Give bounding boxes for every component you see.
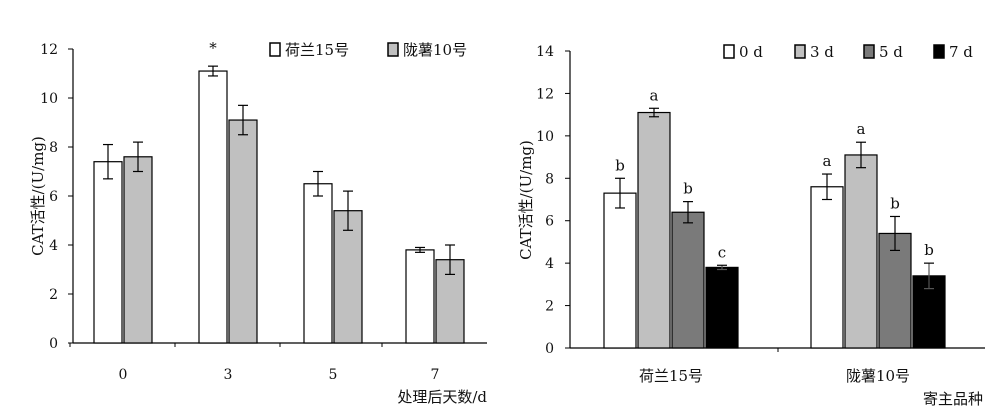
legend-label: 3 d <box>810 43 834 61</box>
x-axis-title: 处理后天数/d <box>397 388 487 406</box>
bar <box>878 232 912 349</box>
y-tick-label: 12 <box>40 42 58 58</box>
x-tick-label: 陇薯10号 <box>846 367 910 385</box>
bar <box>637 111 671 349</box>
bar <box>198 70 228 344</box>
x-tick-label: 3 <box>224 367 233 383</box>
bar <box>671 211 705 349</box>
y-tick-label: 4 <box>545 256 554 272</box>
y-axis-title: CAT活性/(U/mg) <box>517 140 535 260</box>
y-tick-label: 6 <box>49 189 58 205</box>
significance-letter: b <box>683 180 693 198</box>
legend-label: 陇薯10号 <box>403 41 467 59</box>
y-tick-label: 0 <box>545 341 554 357</box>
y-axis-title: CAT活性/(U/mg) <box>29 136 47 256</box>
significance-letter: b <box>890 194 900 212</box>
significance-letter: b <box>924 241 934 259</box>
bar <box>405 249 435 344</box>
bar <box>810 186 844 349</box>
bar <box>228 119 258 344</box>
significance-letter: a <box>857 120 866 138</box>
significance-letter: a <box>823 152 832 170</box>
bar <box>844 154 878 349</box>
legend-swatch <box>269 42 281 57</box>
bar <box>93 161 123 344</box>
x-tick-label: 7 <box>431 367 440 383</box>
legend-label: 荷兰15号 <box>285 41 349 59</box>
y-tick-label: 14 <box>536 44 554 60</box>
x-axis-title: 寄主品种 <box>923 390 983 408</box>
bar <box>603 192 637 349</box>
legend-label: 7 d <box>949 43 973 61</box>
y-tick-label: 8 <box>545 171 554 187</box>
significance-letter: c <box>718 243 726 261</box>
legend-swatch <box>863 44 875 59</box>
legend-swatch <box>933 44 945 59</box>
y-tick-label: 2 <box>49 287 58 303</box>
legend-swatch <box>794 44 806 59</box>
x-tick-label: 0 <box>119 367 128 383</box>
y-tick-label: 2 <box>545 299 554 315</box>
legend-swatch <box>387 42 399 57</box>
x-tick-label: 荷兰15号 <box>639 367 703 385</box>
y-tick-label: 10 <box>40 91 58 107</box>
legend-label: 5 d <box>879 43 903 61</box>
bar <box>705 266 739 349</box>
legend-swatch <box>723 44 735 59</box>
x-tick-label: 5 <box>329 367 338 383</box>
significance-marker: * <box>209 39 217 57</box>
y-tick-label: 0 <box>49 336 58 352</box>
significance-letter: b <box>615 156 625 174</box>
significance-letter: a <box>650 86 659 104</box>
y-tick-label: 6 <box>545 214 554 230</box>
bar <box>303 183 333 344</box>
y-tick-label: 10 <box>536 129 554 145</box>
y-tick-label: 4 <box>49 238 58 254</box>
legend-label: 0 d <box>739 43 763 61</box>
y-tick-label: 12 <box>536 86 554 102</box>
bar <box>123 156 153 344</box>
y-tick-label: 8 <box>49 140 58 156</box>
